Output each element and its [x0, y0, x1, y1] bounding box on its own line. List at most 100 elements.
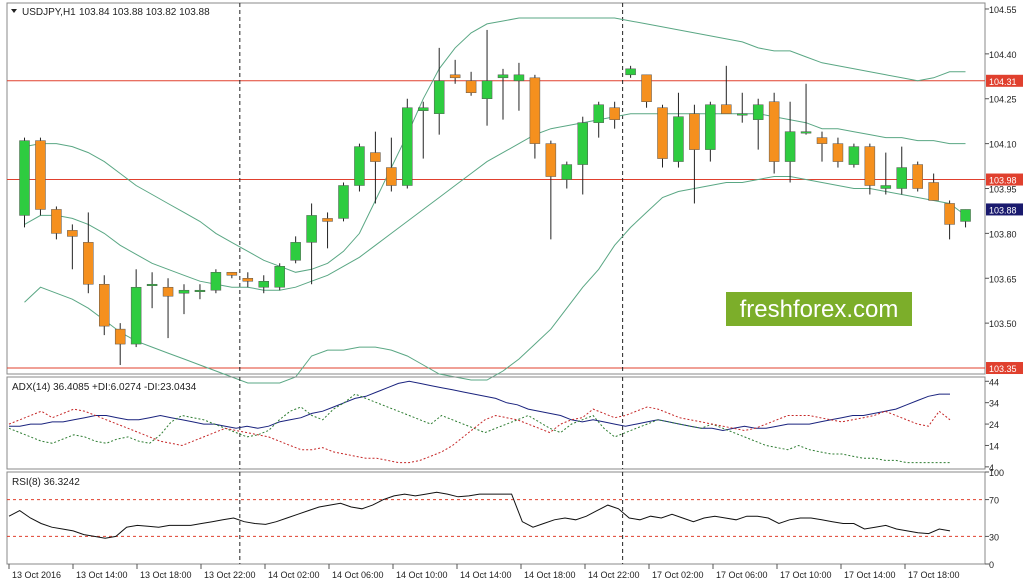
time-tick-label: 14 Oct 06:00	[332, 570, 384, 580]
axis-tick-label: 44	[989, 377, 999, 387]
candle-body	[210, 272, 222, 291]
axis-tick-label: 14	[989, 441, 999, 451]
rsi-panel: 100 70 30 0 RSI(8) 36.3242	[6, 468, 1004, 570]
candle	[625, 65, 636, 78]
candle	[497, 68, 509, 120]
candle	[561, 161, 573, 189]
axis-tick-label: 100	[989, 468, 1004, 478]
candle-body	[481, 80, 493, 99]
candle	[577, 116, 588, 195]
candle	[880, 152, 892, 195]
adx-panel-frame	[6, 376, 986, 470]
candle-body	[146, 283, 158, 286]
candle	[51, 206, 62, 240]
candle	[928, 173, 939, 201]
candle-body	[657, 107, 668, 159]
candle	[354, 143, 365, 192]
candle	[816, 131, 828, 162]
horizontal-levels	[7, 80, 985, 369]
candle-body	[274, 266, 285, 288]
candle-body	[944, 203, 955, 225]
adx-lines	[8, 380, 951, 464]
time-tick-label: 13 Oct 22:00	[204, 570, 256, 580]
axis-tick-label: 30	[989, 532, 999, 542]
axis-tick-label: 4	[989, 463, 994, 473]
candle	[721, 65, 732, 114]
candle	[768, 92, 780, 174]
candle	[370, 131, 381, 204]
adx-label: ADX(14) 36.4085 +DI:6.0274 -DI:23.0434	[12, 382, 197, 393]
candle-body	[258, 281, 269, 288]
candle-body	[162, 286, 174, 297]
candle-body	[561, 164, 573, 180]
time-tick-label: 17 Oct 10:00	[780, 570, 832, 580]
price-tick-label: 103.50	[989, 319, 1017, 329]
candle-body	[35, 140, 46, 210]
time-tick-label: 13 Oct 14:00	[76, 570, 128, 580]
axis-tick-label: 70	[989, 496, 999, 506]
axis-tick-label: 0	[989, 560, 994, 570]
price-label-box	[986, 203, 1023, 216]
watermark-background	[726, 292, 912, 326]
candle	[146, 272, 158, 309]
adx-separators	[239, 377, 624, 469]
price-label-box	[986, 362, 1023, 375]
candle-body	[689, 113, 700, 150]
candle-body	[386, 167, 397, 186]
candle-body	[545, 143, 557, 177]
rsi-line	[8, 491, 951, 539]
price-label-text: 103.35	[989, 364, 1017, 374]
bollinger-upper	[24, 17, 966, 273]
candle-body	[625, 68, 636, 76]
candle	[114, 323, 126, 366]
candle	[593, 101, 604, 138]
candle-body	[529, 77, 541, 144]
candle	[402, 98, 413, 189]
candle	[529, 74, 541, 159]
candle-body	[290, 242, 301, 261]
candle-body	[816, 137, 828, 144]
candle-body	[848, 146, 860, 165]
time-tick-label: 14 Oct 02:00	[268, 570, 320, 580]
time-tick-label: 17 Oct 02:00	[652, 570, 704, 580]
candle	[274, 263, 285, 291]
candle-body	[178, 289, 190, 294]
candle-body	[673, 116, 684, 162]
price-label-text: 103.88	[989, 205, 1017, 215]
candle-body	[433, 80, 445, 114]
symbol-label: USDJPY,H1	[22, 7, 76, 18]
candle	[449, 59, 461, 84]
candle	[290, 236, 301, 264]
rsi-panel-frame	[6, 471, 986, 565]
candle	[641, 74, 652, 108]
candle-body	[370, 152, 381, 162]
candle	[784, 101, 796, 183]
candle-body	[83, 242, 94, 285]
watermark: freshforex.com	[726, 292, 912, 326]
candle-body	[928, 182, 939, 201]
candle-body	[960, 209, 971, 222]
candle	[242, 272, 254, 288]
candle-body	[832, 143, 844, 162]
candle-body	[354, 146, 365, 186]
candle-body	[880, 185, 892, 189]
candle	[99, 275, 110, 336]
price-label-box	[986, 173, 1023, 186]
price-tick-label: 103.80	[989, 229, 1017, 239]
price-tick-label: 103.65	[989, 274, 1017, 284]
candle	[306, 203, 317, 285]
time-tick-label: 13 Oct 18:00	[140, 570, 192, 580]
price-tick-label: 104.25	[989, 95, 1017, 105]
candle	[465, 71, 477, 96]
axis-tick-label: 24	[989, 420, 999, 430]
rsi-axis: 100 70 30 0	[985, 468, 1004, 570]
price-tick-label: 103.95	[989, 185, 1017, 195]
bollinger-lower	[24, 176, 966, 384]
candle-body	[67, 230, 78, 237]
candle	[194, 284, 206, 300]
candle-body	[497, 74, 509, 79]
dropdown-triangle-icon[interactable]	[11, 9, 17, 13]
candle	[35, 137, 46, 216]
candle-body	[418, 107, 429, 111]
candle	[322, 212, 333, 249]
